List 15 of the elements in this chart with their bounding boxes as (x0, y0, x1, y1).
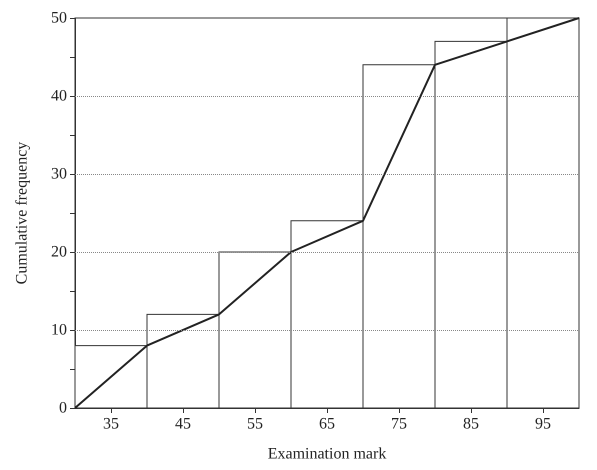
x-tick-label: 95 (535, 416, 551, 432)
x-tick-label: 55 (247, 416, 263, 432)
y-axis-title: Cumulative frequency (14, 142, 30, 284)
y-tick-label: 10 (51, 322, 67, 338)
y-tick-label: 30 (51, 166, 67, 182)
y-tick-label: 40 (51, 88, 67, 104)
y-tick-label: 50 (51, 10, 67, 26)
x-tick-label: 45 (175, 416, 191, 432)
x-tick-label: 65 (319, 416, 335, 432)
x-tick-label: 75 (391, 416, 407, 432)
x-tick-label: 85 (463, 416, 479, 432)
y-tick-label: 20 (51, 244, 67, 260)
y-tick-label: 0 (59, 400, 67, 416)
x-axis-title: Examination mark (268, 446, 386, 462)
x-tick-label: 35 (103, 416, 119, 432)
